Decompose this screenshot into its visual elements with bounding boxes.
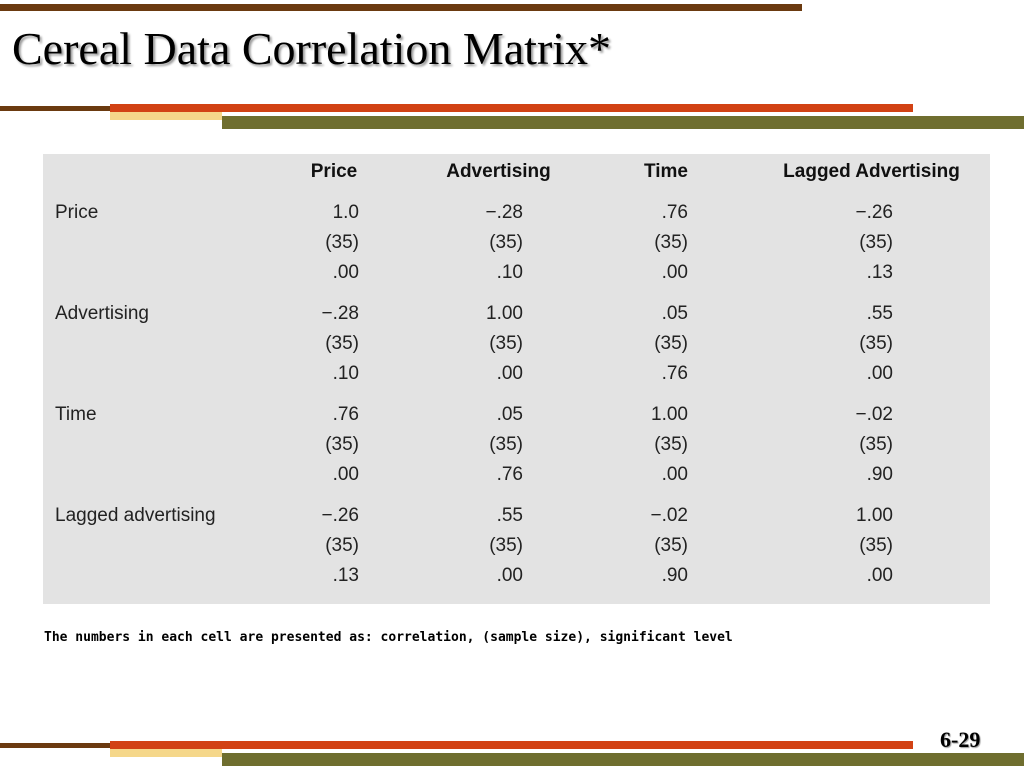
sample-size-value: (35) <box>654 232 688 253</box>
footer-red-bar <box>110 741 913 749</box>
correlation-value: .05 <box>661 303 688 324</box>
divider-olive-bar <box>222 116 1024 129</box>
significance-value: .13 <box>332 565 359 586</box>
correlation-value: 1.00 <box>856 505 893 526</box>
sample-size-value: (35) <box>859 333 893 354</box>
row-label: Advertising <box>55 303 149 324</box>
sample-size-value: (35) <box>325 535 359 556</box>
correlation-value: .55 <box>866 303 893 324</box>
sample-size-value: (35) <box>489 535 523 556</box>
footer-brown-bar <box>0 743 110 748</box>
significance-value: .13 <box>866 262 893 283</box>
divider-yellow-bar <box>110 112 222 120</box>
slide-title: Cereal Data Correlation Matrix* <box>12 23 612 74</box>
significance-value: .76 <box>661 363 688 384</box>
correlation-value: −.26 <box>321 505 359 526</box>
correlation-value: .76 <box>661 202 688 223</box>
column-header: Time <box>643 161 688 182</box>
significance-value: .00 <box>332 464 359 485</box>
slide-number: 6-29 <box>940 727 981 752</box>
sample-size-value: (35) <box>859 232 893 253</box>
correlation-matrix-table: Price Advertising Time Lagged Advertising Pr… <box>43 154 990 604</box>
sample-size-value: (35) <box>489 232 523 253</box>
correlation-value: −.26 <box>855 202 893 223</box>
significance-value: .00 <box>866 565 893 586</box>
significance-value: .00 <box>496 565 523 586</box>
sample-size-value: (35) <box>489 434 523 455</box>
correlation-value: .05 <box>496 404 523 425</box>
significance-value: .00 <box>866 363 893 384</box>
footer-yellow-bar <box>110 749 222 757</box>
row-label: Lagged advertising <box>55 505 216 526</box>
row-label: Price <box>55 202 99 223</box>
significance-value: .00 <box>496 363 523 384</box>
correlation-value: −.28 <box>321 303 359 324</box>
correlation-value: 1.00 <box>486 303 523 324</box>
significance-value: .90 <box>866 464 893 485</box>
divider-brown-bar <box>0 106 110 111</box>
significance-value: .10 <box>496 262 523 283</box>
sample-size-value: (35) <box>654 434 688 455</box>
column-header: Price <box>310 161 358 182</box>
sample-size-value: (35) <box>325 232 359 253</box>
column-header: Lagged Advertising <box>783 161 960 182</box>
significance-value: .76 <box>496 464 523 485</box>
sample-size-value: (35) <box>654 333 688 354</box>
sample-size-value: (35) <box>859 535 893 556</box>
significance-value: .00 <box>332 262 359 283</box>
sample-size-value: (35) <box>489 333 523 354</box>
footnote: The numbers in each cell are presented a… <box>44 630 733 645</box>
sample-size-value: (35) <box>325 333 359 354</box>
sample-size-value: (35) <box>654 535 688 556</box>
sample-size-value: (35) <box>325 434 359 455</box>
top-brown-bar <box>0 4 802 11</box>
footer-olive-bar <box>222 753 1024 766</box>
column-header: Advertising <box>446 161 551 182</box>
row-label: Time <box>55 404 97 425</box>
correlation-value: .76 <box>332 404 359 425</box>
significance-value: .00 <box>661 464 688 485</box>
correlation-value: .55 <box>496 505 523 526</box>
correlation-value: 1.00 <box>651 404 688 425</box>
significance-value: .10 <box>332 363 359 384</box>
sample-size-value: (35) <box>859 434 893 455</box>
correlation-value: 1.0 <box>332 202 359 223</box>
significance-value: .00 <box>661 262 688 283</box>
correlation-value: −.28 <box>485 202 523 223</box>
significance-value: .90 <box>661 565 688 586</box>
correlation-value: −.02 <box>650 505 688 526</box>
divider-red-bar <box>110 104 913 112</box>
correlation-value: −.02 <box>855 404 893 425</box>
